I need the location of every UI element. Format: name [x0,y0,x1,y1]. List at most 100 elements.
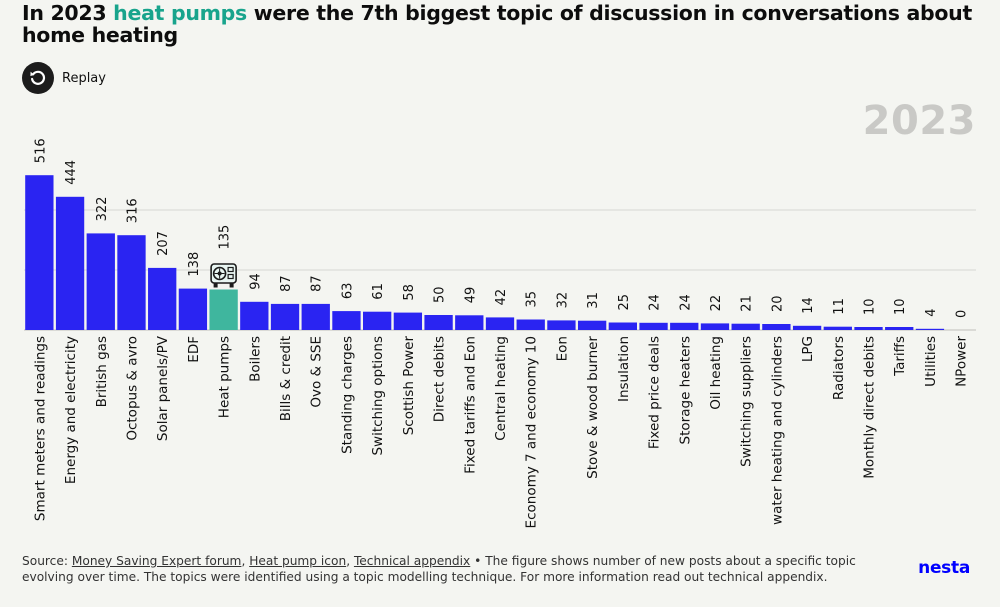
value-label: 58 [402,284,417,301]
value-label: 322 [95,197,110,222]
value-label: 0 [955,310,970,318]
bar[interactable] [25,175,54,330]
value-label: 35 [525,291,540,308]
bar[interactable] [178,288,208,330]
bar[interactable] [700,323,730,330]
category-label: Energy and electricity [63,336,79,484]
bar[interactable] [915,328,945,330]
bar[interactable] [823,326,852,330]
category-label: Utilities [923,336,939,387]
bar[interactable] [885,327,914,330]
bar[interactable] [240,301,269,330]
value-labels: 516 444 322 316 207 138 135 94 87 87 63 61 58 50 49 42 3… [33,138,969,318]
value-label: 516 [33,138,48,163]
value-label: 22 [709,295,724,312]
value-label: 25 [617,294,632,311]
category-label: Boilers [247,336,263,382]
bar[interactable] [455,315,484,330]
bar[interactable] [209,289,238,331]
footer-description: The figure shows number of new posts abo… [22,554,856,584]
category-label: Switching suppliers [739,336,755,467]
bar[interactable] [516,319,545,331]
value-label: 49 [463,287,478,304]
category-label: Tariffs [892,336,908,377]
source-label: Source: [22,554,68,568]
bar[interactable] [485,317,515,330]
bar-chart: 516 444 322 316 207 138 135 94 87 87 63 61 58 50 49 42 3… [24,138,976,528]
bullet: • [474,554,482,568]
category-labels: Smart meters and readings Energy and elec… [32,335,969,528]
source-link-icon[interactable]: Heat pump icon [249,554,347,568]
bar[interactable] [792,325,822,330]
value-label: 21 [740,295,755,312]
category-label: British gas [94,336,110,407]
title-prefix: In 2023 [22,1,107,25]
value-label: 20 [770,295,785,312]
value-label: 24 [648,294,663,311]
value-label: 24 [678,294,693,311]
value-label: 94 [248,273,263,290]
bar[interactable] [301,303,330,330]
value-label: 138 [187,252,202,277]
year-label: 2023 [862,98,976,144]
value-label: 61 [371,283,386,300]
value-label: 63 [340,283,355,300]
value-label: 32 [555,292,570,309]
category-label: EDF [186,336,202,363]
value-label: 87 [310,275,325,292]
bar[interactable] [639,322,668,330]
category-label: Octopus & avro [124,336,140,441]
bar[interactable] [731,323,760,330]
value-label: 444 [64,160,79,185]
separator: , [241,554,246,568]
category-label: Oil heating [708,336,724,410]
replay-label: Replay [62,70,106,86]
value-label: 135 [218,225,233,250]
bar[interactable] [424,315,453,330]
bar[interactable] [86,233,115,330]
bar[interactable] [148,267,177,330]
value-label: 14 [801,297,816,314]
bar[interactable] [332,311,361,330]
category-label: NPower [954,336,970,387]
category-label: Standing charges [339,336,355,454]
bar[interactable] [117,235,146,330]
value-label: 10 [893,298,908,315]
heat-pump-icon [210,263,237,288]
source-link-forum[interactable]: Money Saving Expert forum [71,554,242,568]
category-label: Direct debits [432,336,448,422]
bar[interactable] [55,196,85,330]
replay-button[interactable]: Replay [22,62,106,94]
category-label: Storage heaters [677,336,693,444]
bar[interactable] [270,303,300,330]
category-label: LPG [800,336,816,362]
bar[interactable] [670,322,699,330]
category-label: Insulation [616,336,632,402]
bar[interactable] [854,327,883,330]
category-label: Heat pumps [217,336,233,418]
bar[interactable] [608,322,637,331]
category-label: Monthly direct debits [862,336,878,479]
category-label: Solar panels/PV [155,335,171,441]
bar[interactable] [393,312,423,330]
bar[interactable] [547,320,576,330]
title-highlight: heat pumps [113,1,247,25]
category-label: Fixed tariffs and Eon [462,336,478,474]
category-label: water heating and cylinders [769,336,785,525]
value-label: 31 [586,292,601,309]
nesta-logo: nesta [918,558,970,578]
title-suffix: were the 7th biggest topic of discussion… [22,1,972,47]
category-label: Central heating [493,336,509,441]
bar[interactable] [762,324,791,330]
category-label: Ovo & SSE [309,336,325,408]
value-label: 207 [156,231,171,256]
category-label: Economy 7 and economy 10 [524,336,540,528]
source-link-appendix[interactable]: Technical appendix [353,554,471,568]
bar[interactable] [577,320,607,330]
bar[interactable] [363,311,392,330]
separator: , [346,554,351,568]
bars [25,175,945,331]
value-label: 10 [863,298,878,315]
category-label: Scottish Power [401,336,417,436]
footer-note: Source: Money Saving Expert forum, Heat … [22,553,902,585]
